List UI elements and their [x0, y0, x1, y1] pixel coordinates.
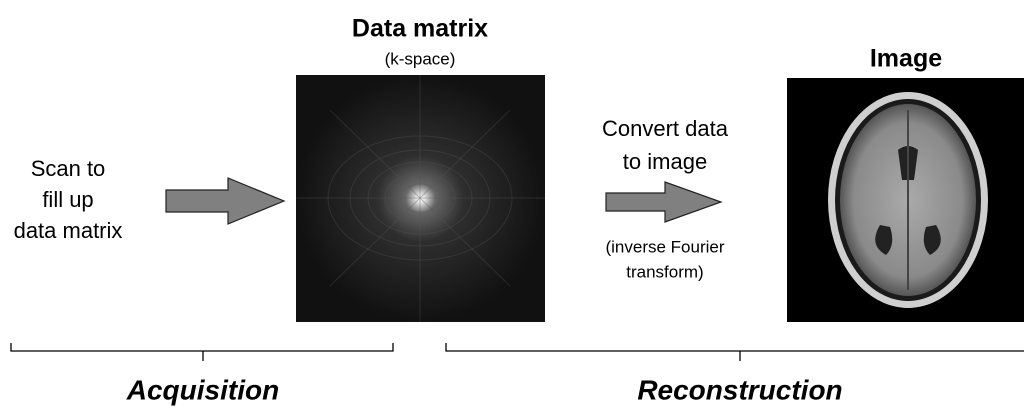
diagram: Scan to fill up data matrix Data matrix …: [0, 0, 1024, 409]
k-space-title: Data matrix: [352, 15, 488, 43]
input-label: fill up: [42, 187, 93, 212]
input-label: Scan to: [31, 156, 106, 181]
conversion-note: (inverse Fourier: [605, 237, 724, 256]
brain-image: [787, 78, 1024, 322]
k-space-subtitle: (k-space): [385, 49, 456, 68]
bracket: [446, 343, 1024, 361]
conversion-label: Convert data: [602, 116, 729, 141]
conversion-note: transform): [626, 262, 703, 281]
image-title: Image: [870, 45, 942, 73]
k-space-image: [296, 75, 545, 322]
phase-label: Reconstruction: [637, 374, 842, 405]
phase-label: Acquisition: [126, 374, 279, 405]
arrow: [606, 182, 721, 222]
bracket: [11, 343, 393, 361]
input-label: data matrix: [14, 218, 123, 243]
arrow: [166, 178, 284, 224]
conversion-label: to image: [623, 149, 707, 174]
